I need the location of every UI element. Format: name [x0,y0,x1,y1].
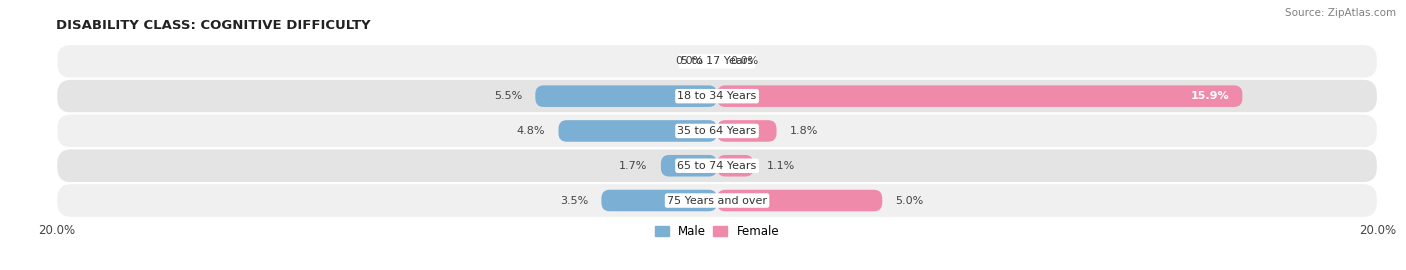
FancyBboxPatch shape [56,79,1378,114]
Text: 5.5%: 5.5% [494,91,522,101]
Text: Source: ZipAtlas.com: Source: ZipAtlas.com [1285,8,1396,18]
Legend: Male, Female: Male, Female [650,220,785,243]
Text: DISABILITY CLASS: COGNITIVE DIFFICULTY: DISABILITY CLASS: COGNITIVE DIFFICULTY [56,19,371,32]
Text: 65 to 74 Years: 65 to 74 Years [678,161,756,171]
FancyBboxPatch shape [717,120,776,142]
Text: 4.8%: 4.8% [517,126,546,136]
Text: 0.0%: 0.0% [730,56,758,66]
FancyBboxPatch shape [56,114,1378,148]
Text: 15.9%: 15.9% [1191,91,1229,101]
Text: 1.8%: 1.8% [790,126,818,136]
Text: 35 to 64 Years: 35 to 64 Years [678,126,756,136]
Text: 0.0%: 0.0% [676,56,704,66]
FancyBboxPatch shape [717,190,883,211]
Text: 3.5%: 3.5% [560,195,588,205]
FancyBboxPatch shape [536,85,717,107]
Text: 75 Years and over: 75 Years and over [666,195,768,205]
Text: 5 to 17 Years: 5 to 17 Years [681,56,754,66]
FancyBboxPatch shape [602,190,717,211]
FancyBboxPatch shape [56,148,1378,183]
FancyBboxPatch shape [56,183,1378,218]
FancyBboxPatch shape [56,44,1378,79]
FancyBboxPatch shape [717,155,754,177]
Text: 5.0%: 5.0% [896,195,924,205]
FancyBboxPatch shape [661,155,717,177]
Text: 1.7%: 1.7% [619,161,648,171]
FancyBboxPatch shape [558,120,717,142]
FancyBboxPatch shape [717,85,1243,107]
Text: 1.1%: 1.1% [766,161,794,171]
Text: 18 to 34 Years: 18 to 34 Years [678,91,756,101]
